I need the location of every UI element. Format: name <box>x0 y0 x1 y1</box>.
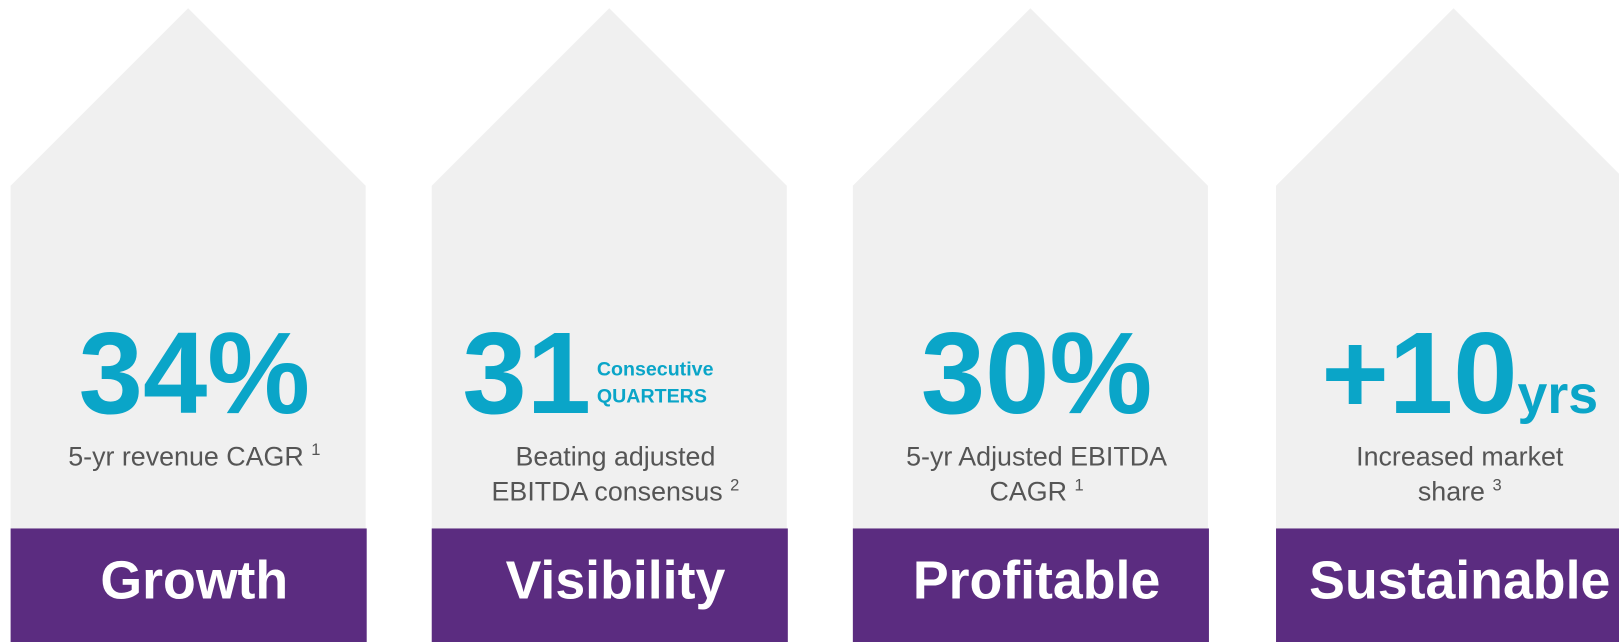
description-line: EBITDA consensus <box>492 477 723 507</box>
value: 30% <box>921 309 1152 438</box>
value: +10 <box>1321 309 1517 438</box>
label-band <box>852 528 1209 642</box>
pillar-shape <box>10 8 366 529</box>
big-number: 34% <box>79 309 310 438</box>
description-line: CAGR <box>989 477 1067 507</box>
footnote: 1 <box>311 441 320 459</box>
footnote: 1 <box>1074 476 1083 494</box>
label-band <box>431 528 788 642</box>
value: 34% <box>79 309 310 438</box>
pillar-label: Visibility <box>506 551 726 611</box>
description: 5-yr revenue CAGR 1 <box>68 441 320 471</box>
pillar-label: Profitable <box>913 551 1160 611</box>
description: EBITDA consensus 2 <box>492 476 740 506</box>
description: 5-yr Adjusted EBITDA <box>906 442 1167 472</box>
pillar-shape <box>1276 8 1619 529</box>
description-line: Increased market <box>1356 442 1564 472</box>
description-line: 5-yr Adjusted EBITDA <box>906 442 1167 472</box>
description: share 3 <box>1418 476 1502 506</box>
unit-line: QUARTERS <box>597 386 707 408</box>
unit-line: Consecutive <box>597 359 714 381</box>
big-number: 30% <box>921 309 1152 438</box>
description-line: share <box>1418 477 1485 507</box>
pillar-label: Sustainable <box>1309 551 1610 611</box>
description-line: Beating adjusted <box>516 442 716 472</box>
unit: yrs <box>1518 365 1599 425</box>
label-band <box>1276 528 1619 642</box>
pillar-shape <box>852 8 1208 529</box>
pillar-shape <box>431 8 787 529</box>
big-number: 31 <box>462 309 591 438</box>
pillar-label: Growth <box>100 551 288 611</box>
footnote: 3 <box>1492 476 1501 494</box>
description: Increased market <box>1356 442 1564 472</box>
value: 31 <box>462 309 591 438</box>
footnote: 2 <box>730 476 739 494</box>
big-number: +10yrs <box>1321 309 1598 438</box>
description: Beating adjusted <box>516 442 716 472</box>
label-band <box>10 528 367 642</box>
description: CAGR 1 <box>989 476 1083 506</box>
description-line: 5-yr revenue CAGR <box>68 442 304 472</box>
